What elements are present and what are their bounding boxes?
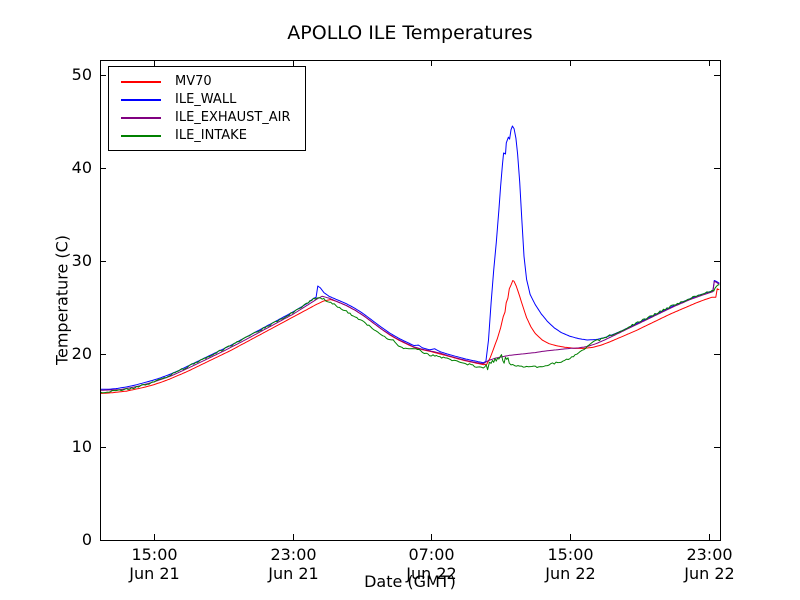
legend-line-sample-blue xyxy=(121,98,161,101)
legend-label: MV70 xyxy=(175,74,212,89)
legend-label: ILE_INTAKE xyxy=(175,128,247,143)
x-axis-label: Date (GMT) xyxy=(364,572,456,591)
legend-item-ile-wall: ILE_WALL xyxy=(121,92,291,107)
y-tick-label: 50 xyxy=(71,64,92,84)
y-tick-label: 10 xyxy=(71,436,92,456)
legend-line-sample-red xyxy=(121,80,161,83)
legend-label: ILE_EXHAUST_AIR xyxy=(175,110,291,125)
y-tick-label: 30 xyxy=(71,250,92,270)
legend-label: ILE_WALL xyxy=(175,92,237,107)
y-tick-label: 40 xyxy=(71,157,92,177)
legend-line-sample-purple xyxy=(121,116,161,119)
legend-item-ile-intake: ILE_INTAKE xyxy=(121,128,291,143)
legend-line-sample-green xyxy=(121,134,161,137)
x-tick-label: 15:00 Jun 21 xyxy=(129,545,180,583)
x-tick-label: 07:00 Jun 22 xyxy=(406,545,457,583)
legend-item-ile-exhaust-air: ILE_EXHAUST_AIR xyxy=(121,110,291,125)
legend-item-mv70: MV70 xyxy=(121,74,291,89)
x-tick-label: 23:00 Jun 21 xyxy=(268,545,319,583)
x-tick-label: 15:00 Jun 22 xyxy=(545,545,596,583)
x-tick-label: 23:00 Jun 22 xyxy=(684,545,735,583)
y-tick-label: 20 xyxy=(71,343,92,363)
y-tick-label: 0 xyxy=(81,529,92,549)
chart-title: APOLLO ILE Temperatures xyxy=(287,22,533,44)
legend: MV70 ILE_WALL ILE_EXHAUST_AIR ILE_INTAKE xyxy=(108,66,306,151)
